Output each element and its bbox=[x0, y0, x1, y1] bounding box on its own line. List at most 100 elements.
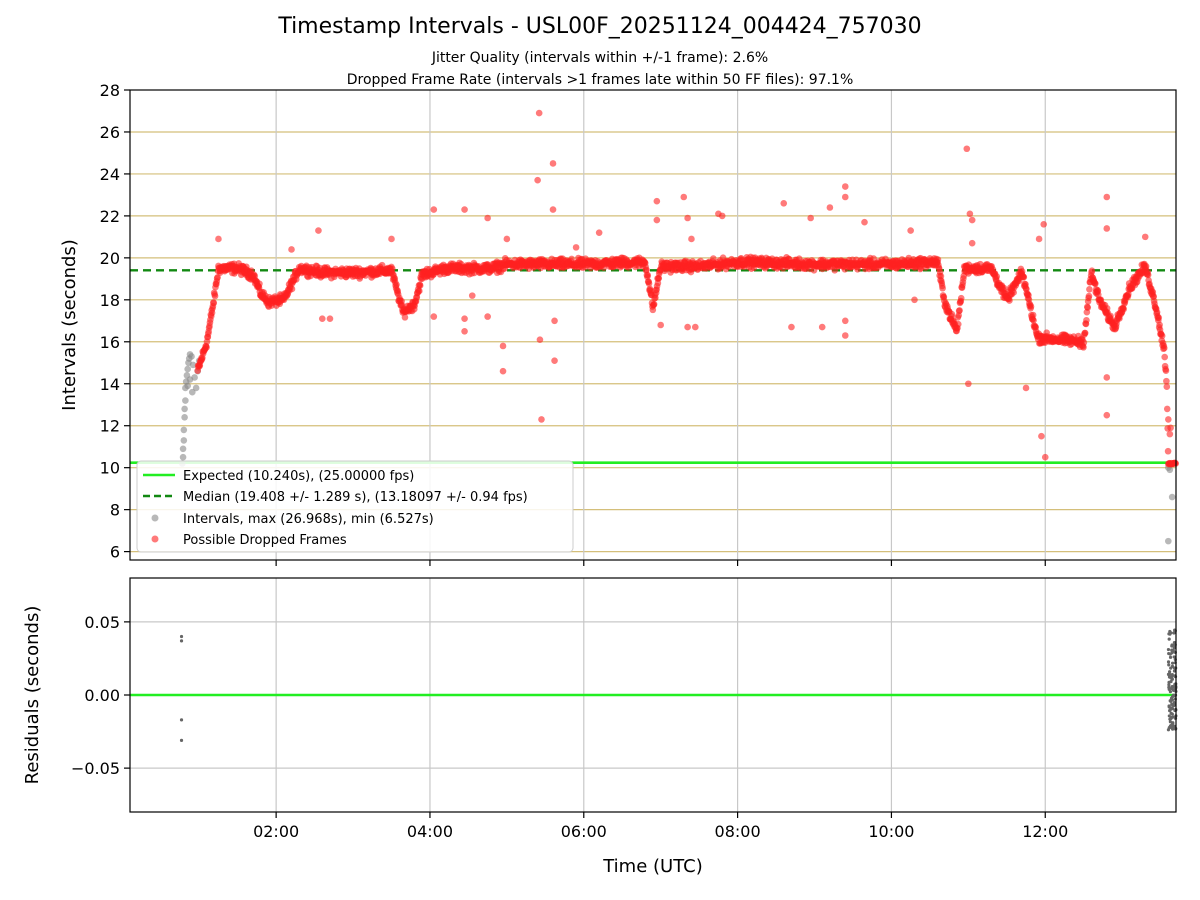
dropped-frame-point bbox=[1092, 280, 1099, 287]
dropped-frame-point bbox=[1163, 383, 1171, 391]
dropped-frame-point bbox=[643, 266, 650, 274]
dropped-frame-outlier bbox=[1035, 235, 1043, 243]
interval-point bbox=[1165, 537, 1172, 545]
top-axes-frame bbox=[129, 89, 1177, 561]
interval-point bbox=[184, 365, 191, 373]
dropped-frame-point bbox=[1156, 321, 1163, 329]
residual-point bbox=[1169, 666, 1173, 670]
dropped-frame-point bbox=[1155, 314, 1163, 322]
dropped-frame-point bbox=[1081, 329, 1089, 337]
dropped-frame-point bbox=[1164, 447, 1172, 455]
dropped-frame-outlier bbox=[468, 292, 476, 299]
residual-point bbox=[1167, 685, 1171, 689]
dropped-frame-outlier bbox=[430, 206, 438, 213]
dropped-frame-outlier bbox=[1038, 432, 1045, 440]
residual-point bbox=[179, 634, 184, 639]
dropped-frame-outlier bbox=[315, 227, 322, 234]
dropped-frame-outlier bbox=[461, 327, 468, 335]
residual-point bbox=[1167, 637, 1171, 641]
dropped-frame-outlier bbox=[536, 336, 544, 343]
dropped-frame-outlier bbox=[841, 183, 849, 190]
dropped-frame-point bbox=[939, 284, 946, 292]
dropped-frame-point bbox=[1006, 297, 1013, 304]
dropped-frame-outlier bbox=[1103, 193, 1111, 201]
top-y-tick-label: 8 bbox=[110, 501, 120, 520]
dropped-frame-outlier bbox=[807, 214, 814, 222]
dropped-frame-outlier bbox=[653, 216, 661, 224]
bottom-axis-ticks: −0.05 0.00 0.05 02:00 04:00 06:00 08:00 10:00 12… bbox=[71, 613, 1068, 841]
dropped-frame-point bbox=[288, 285, 296, 293]
residual-point bbox=[1171, 721, 1175, 726]
dropped-frame-outlier bbox=[692, 323, 699, 331]
dropped-frame-outlier bbox=[684, 323, 691, 331]
dropped-frame-outlier bbox=[1022, 384, 1030, 392]
x-tick-label: 02:00 bbox=[253, 822, 299, 841]
x-tick-label: 12:00 bbox=[1022, 822, 1068, 841]
dropped-frame-outlier bbox=[499, 342, 507, 350]
dropped-frame-outlier bbox=[538, 416, 545, 423]
residual-point bbox=[1166, 728, 1171, 732]
interval-point bbox=[188, 353, 195, 360]
top-scatter-points bbox=[179, 109, 1179, 545]
dropped-frame-outlier bbox=[684, 214, 691, 222]
dropped-frame-point bbox=[652, 294, 659, 302]
dropped-frame-point bbox=[1142, 262, 1150, 270]
residual-point bbox=[1170, 672, 1174, 677]
top-y-tick-label: 24 bbox=[100, 165, 120, 184]
dropped-frame-outlier bbox=[911, 296, 918, 304]
dropped-frame-outlier bbox=[1165, 416, 1172, 423]
residual-point bbox=[1167, 714, 1171, 718]
dropped-frame-outlier bbox=[841, 317, 849, 325]
interval-point bbox=[1166, 466, 1174, 474]
dropped-frame-outlier bbox=[788, 323, 795, 331]
top-y-tick-label: 6 bbox=[110, 543, 120, 562]
chart-subtitle-jitter: Jitter Quality (intervals within +/-1 fr… bbox=[431, 50, 769, 66]
top-y-tick-label: 20 bbox=[100, 249, 120, 268]
dropped-frame-point bbox=[957, 294, 965, 302]
dropped-frame-outlier bbox=[966, 210, 974, 218]
dropped-frame-point bbox=[393, 281, 400, 288]
residual-point bbox=[1170, 661, 1175, 665]
top-y-tick-label: 28 bbox=[100, 81, 120, 100]
dropped-frame-outlier bbox=[549, 206, 557, 213]
top-y-tick-label: 22 bbox=[100, 207, 120, 226]
dropped-frame-outlier bbox=[499, 367, 507, 375]
bottom-y-tick-label: 0.05 bbox=[84, 613, 120, 632]
residual-point bbox=[1168, 690, 1172, 694]
residual-point bbox=[1171, 715, 1175, 719]
x-tick-label: 06:00 bbox=[561, 822, 607, 841]
interval-point bbox=[182, 397, 189, 404]
residual-point bbox=[1171, 727, 1175, 731]
residual-point bbox=[1170, 644, 1174, 648]
interval-point bbox=[186, 376, 194, 383]
interval-point bbox=[188, 388, 196, 396]
bottom-scatter-points bbox=[179, 628, 1178, 742]
dropped-frame-point bbox=[954, 320, 962, 328]
top-y-tick-label: 26 bbox=[100, 123, 120, 142]
dropped-frame-point bbox=[388, 265, 396, 273]
dropped-frame-point bbox=[1160, 344, 1168, 352]
residual-point bbox=[1167, 632, 1171, 636]
dropped-frame-outlier bbox=[718, 212, 726, 220]
legend-median-label: Median (19.408 +/- 1.289 s), (13.18097 +… bbox=[183, 490, 528, 505]
dropped-frame-outlier bbox=[841, 193, 849, 201]
dropped-frame-outlier bbox=[595, 229, 603, 236]
dropped-frame-point bbox=[401, 314, 409, 321]
interval-point bbox=[179, 445, 187, 453]
residual-point bbox=[1172, 669, 1177, 673]
residual-point bbox=[1167, 663, 1171, 667]
dropped-frame-point bbox=[1080, 339, 1088, 346]
residual-point bbox=[1168, 720, 1172, 724]
dropped-frame-point bbox=[1163, 377, 1170, 385]
dropped-frame-outlier bbox=[1041, 453, 1049, 461]
interval-point bbox=[180, 426, 188, 434]
residual-point bbox=[1167, 705, 1171, 709]
top-y-tick-label: 16 bbox=[100, 333, 120, 352]
dropped-frame-outlier bbox=[818, 323, 826, 331]
dropped-frame-outlier bbox=[461, 315, 468, 323]
interval-point bbox=[179, 453, 187, 461]
legend-box bbox=[136, 460, 574, 553]
residual-point bbox=[1167, 670, 1172, 674]
dropped-frame-outlier bbox=[551, 357, 558, 364]
